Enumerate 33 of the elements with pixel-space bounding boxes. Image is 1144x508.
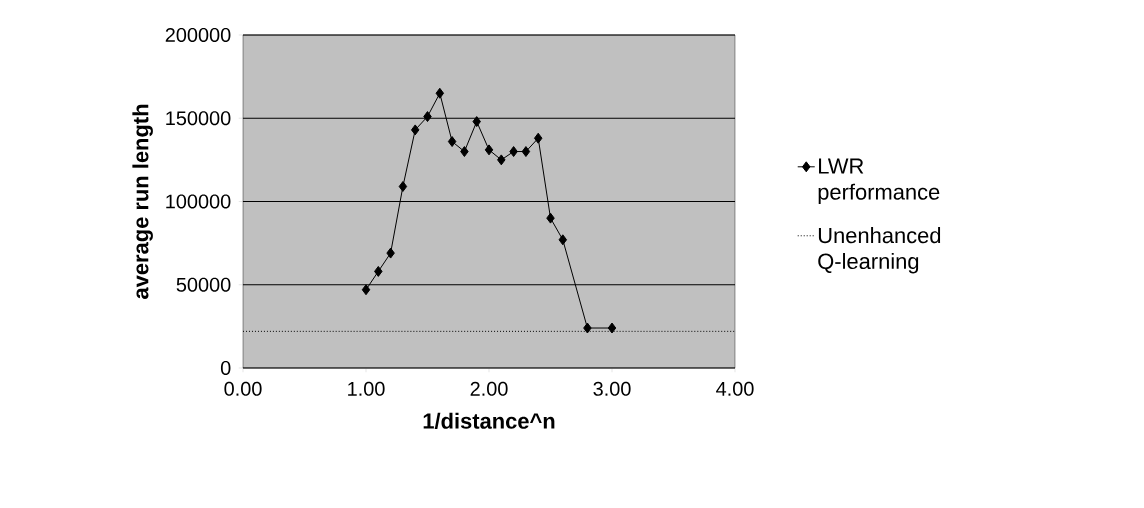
- point: [521, 146, 531, 158]
- point: [546, 212, 555, 224]
- point: [484, 144, 494, 156]
- point: [558, 234, 568, 246]
- x-tick-label: 0.00: [224, 381, 262, 396]
- y-tick-label: 150000: [166, 111, 231, 126]
- point: [435, 87, 445, 99]
- point: [472, 116, 481, 128]
- point: [398, 181, 408, 192]
- legend-label: Unenhanced Q-learning: [818, 227, 941, 274]
- point: [423, 111, 432, 123]
- point: [386, 247, 395, 259]
- point: [533, 132, 543, 144]
- y-tick-label: 50000: [176, 277, 231, 292]
- y-tick-label: 100000: [166, 194, 231, 209]
- y-axis-title: average run length: [132, 104, 153, 299]
- point: [583, 322, 592, 334]
- point: [460, 146, 469, 158]
- x-tick-label: 3.00: [593, 381, 631, 396]
- legend-label: LWR performance: [818, 158, 940, 205]
- point: [374, 265, 383, 277]
- point: [509, 146, 518, 158]
- x-tick-label: 1.00: [348, 381, 385, 396]
- y-tick-label: 200000: [165, 27, 231, 43]
- point: [607, 322, 617, 334]
- point: [447, 136, 457, 148]
- point: [410, 124, 420, 136]
- x-tick-label: 2.00: [470, 381, 508, 396]
- x-axis-title: 1/distance^n: [423, 412, 555, 430]
- y-tick-label: 0: [220, 360, 231, 376]
- x-tick-label: 4.00: [716, 381, 754, 396]
- point: [361, 284, 371, 296]
- point: [497, 154, 506, 166]
